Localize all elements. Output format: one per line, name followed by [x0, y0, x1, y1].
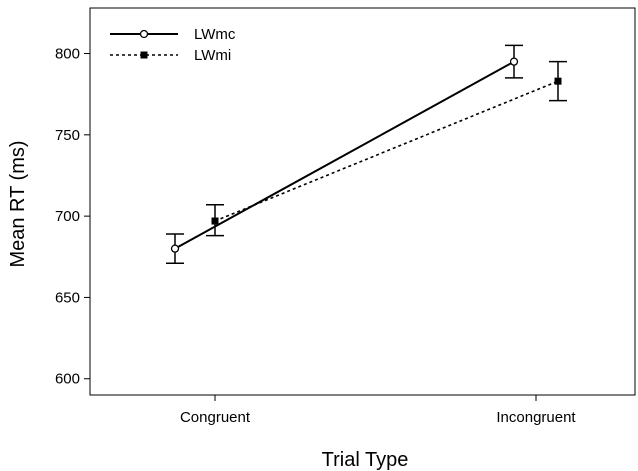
y-axis: 600 650 700 750 800 [55, 46, 90, 388]
series-layer [166, 44, 567, 265]
legend-label-LWmi: LWmi [194, 47, 231, 64]
data-point-LWmi [211, 217, 219, 225]
x-tick-label: Congruent [180, 409, 251, 426]
series-line-LWmi [214, 80, 559, 222]
legend: LWmc LWmi [110, 26, 236, 64]
data-point-LWmi [554, 77, 562, 85]
x-axis-title: Trial Type [322, 449, 409, 471]
series-line-LWmc [174, 60, 515, 250]
y-axis-title: Mean RT (ms) [7, 140, 29, 267]
x-tick-label: Incongruent [496, 409, 576, 426]
data-point-LWmc [170, 244, 180, 253]
legend-label-LWmc: LWmc [194, 26, 236, 43]
y-tick-label: 800 [55, 46, 80, 63]
legend-marker-LWmc [139, 29, 149, 39]
data-point-LWmc [509, 57, 519, 66]
y-tick-label: 750 [55, 127, 80, 144]
legend-marker-LWmi [140, 51, 148, 59]
plot-frame [89, 7, 636, 396]
y-tick-label: 650 [55, 289, 80, 306]
x-axis: Congruent Incongruent [180, 395, 576, 426]
y-tick-label: 700 [55, 208, 80, 225]
y-tick-label: 600 [55, 371, 80, 388]
